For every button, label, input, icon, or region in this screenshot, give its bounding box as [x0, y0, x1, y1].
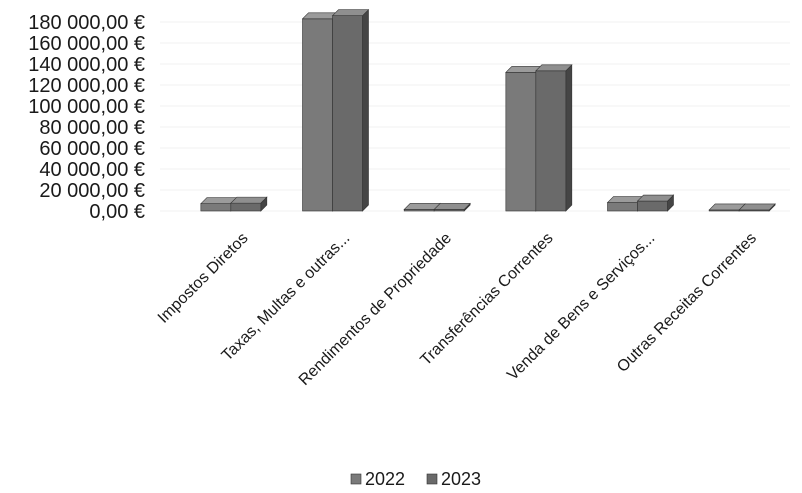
legend-item-2023: 2023 — [426, 469, 481, 489]
bar-2023-1 — [331, 8, 370, 212]
legend: 2022 2023 — [350, 469, 481, 489]
y-tick-label: 80 000,00 € — [39, 117, 145, 139]
x-category-label: Impostos Diretos — [155, 230, 252, 327]
legend-label: 2022 — [365, 469, 405, 489]
gridlines — [160, 21, 790, 212]
y-tick-label: 60 000,00 € — [39, 138, 145, 160]
bars — [200, 8, 776, 212]
legend-item-2022: 2022 — [350, 469, 405, 489]
legend-swatch — [426, 473, 438, 485]
y-tick-label: 120 000,00 € — [28, 75, 145, 97]
bar-2023-0 — [230, 196, 268, 212]
y-tick-label: 0,00 € — [89, 201, 145, 223]
y-tick-label: 160 000,00 € — [28, 33, 145, 55]
legend-label: 2023 — [441, 469, 481, 489]
bar-2023-5 — [738, 203, 776, 212]
y-tick-label: 180 000,00 € — [28, 12, 145, 34]
bar-2023-4 — [636, 194, 675, 212]
bar-2023-2 — [433, 202, 471, 212]
y-tick-label: 40 000,00 € — [39, 159, 145, 181]
y-tick-label: 140 000,00 € — [28, 54, 145, 76]
y-axis: 0,00 €20 000,00 €40 000,00 €60 000,00 €8… — [28, 12, 145, 223]
y-tick-label: 20 000,00 € — [39, 180, 145, 202]
legend-swatch — [350, 473, 362, 485]
y-tick-label: 100 000,00 € — [28, 96, 145, 118]
bar-2023-3 — [535, 64, 573, 212]
